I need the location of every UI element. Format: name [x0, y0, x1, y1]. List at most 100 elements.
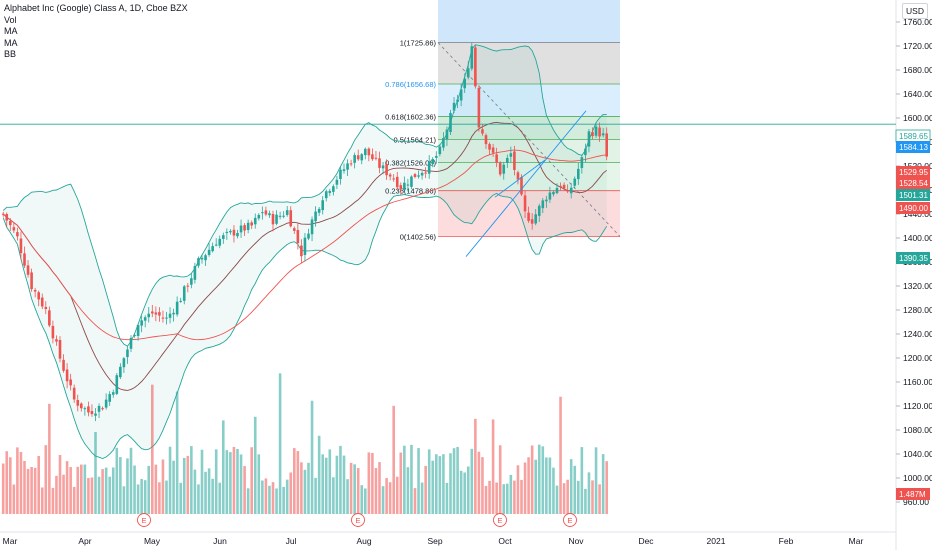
volume-bar [484, 485, 488, 514]
volume-bar [168, 446, 172, 514]
candle-body [19, 238, 23, 254]
volume-bar [222, 420, 225, 514]
candle-body [239, 225, 243, 233]
candle-body [197, 258, 200, 266]
fib-level-label: 0.236(1478.86) [385, 187, 436, 196]
volume-bar [129, 447, 133, 514]
volume-bar [151, 384, 154, 514]
price-label: 1584.13 [896, 141, 930, 153]
price-tick-label: 1000.00 [903, 473, 932, 483]
candle-body [598, 127, 601, 137]
volume-bar [55, 475, 58, 514]
volume-bar [23, 460, 26, 514]
candle-body [346, 163, 349, 170]
volume-bar [445, 482, 449, 514]
volume-bar [83, 464, 87, 514]
candle-body [477, 87, 481, 128]
volume-bar [108, 476, 111, 514]
candle-body [182, 286, 186, 301]
volume-bar [268, 485, 271, 514]
candle-body [435, 155, 438, 158]
volume-bar [388, 482, 392, 514]
candle-body [271, 213, 275, 225]
candle-body [207, 249, 211, 255]
legend-ma-2[interactable]: MA [4, 37, 18, 48]
candle-body [161, 317, 165, 319]
volume-bar [598, 484, 601, 514]
candle-body [222, 235, 225, 239]
volume-bar [374, 468, 378, 514]
symbol-title[interactable]: Alphabet Inc (Google) Class A, 1D, Cboe … [4, 3, 188, 13]
candle-body [381, 165, 385, 169]
volume-bar [580, 447, 584, 514]
volume-bar [225, 450, 229, 514]
volume-bar [5, 451, 9, 514]
candle-body [474, 47, 477, 87]
volume-bar [566, 479, 569, 514]
volume-bar [80, 464, 83, 514]
candle-body [307, 233, 310, 239]
bb-upper [2, 44, 607, 347]
volume-bar [186, 455, 190, 514]
price-label: 1490.00 [896, 202, 930, 214]
legend-bb[interactable]: BB [4, 49, 17, 59]
candle-body [37, 292, 40, 300]
earnings-circle [351, 513, 365, 527]
fib-level-label: 1(1725.86) [400, 38, 437, 47]
candle-body [26, 265, 30, 275]
chart-legend: Alphabet Inc (Google) Class A, 1D, Cboe … [4, 3, 188, 61]
candle-body [452, 102, 456, 111]
volume-bar [601, 454, 605, 514]
earnings-marker: E [351, 513, 365, 527]
time-label: May [144, 536, 161, 546]
volume-bar [427, 449, 431, 514]
candle-body [470, 46, 474, 69]
volume-bar [498, 445, 502, 514]
volume-bar [282, 486, 285, 514]
candle-body [413, 174, 417, 177]
candle-body [587, 131, 591, 147]
volume-bar [285, 479, 289, 514]
candle-body [534, 214, 537, 224]
volume-bar [97, 476, 101, 514]
volume-bar [44, 445, 48, 514]
legend-ma-1[interactable]: MA [4, 26, 18, 36]
candle-body [172, 312, 175, 315]
candle-body [442, 138, 445, 148]
candle-body [158, 312, 161, 316]
price-label-text: 1529.95 [899, 168, 928, 177]
volume-bar [175, 391, 179, 514]
volume-bar [239, 454, 243, 514]
candle-body [69, 379, 72, 386]
price-label: 1589.65 [895, 129, 931, 143]
candle-body [488, 144, 491, 150]
candle-body [147, 313, 151, 318]
candle-body [431, 159, 435, 165]
currency-button[interactable]: USD [902, 3, 928, 19]
volume-bar [364, 488, 367, 514]
candle-body [466, 68, 470, 78]
candle-body [577, 168, 580, 180]
volume-bar [537, 444, 541, 514]
volume-bar [381, 486, 385, 514]
candle-body [250, 222, 253, 226]
volume-bar [253, 416, 257, 514]
volume-bar [513, 480, 516, 514]
candle-body [83, 408, 87, 410]
volume-bar [16, 447, 19, 514]
candle-body [594, 126, 598, 136]
candle-body [5, 214, 9, 221]
candle-body [108, 394, 111, 402]
legend-vol[interactable]: Vol [4, 14, 17, 25]
time-label: Nov [568, 536, 584, 546]
price-label-text: 1490.00 [899, 204, 928, 213]
volume-bar [214, 449, 218, 514]
candle-body [111, 392, 115, 395]
price-label-box [896, 177, 930, 189]
candle-body [506, 157, 509, 163]
candle-body [303, 237, 307, 255]
volume-bar [342, 455, 346, 514]
volume-bar [541, 446, 545, 514]
candle-body [55, 339, 58, 342]
